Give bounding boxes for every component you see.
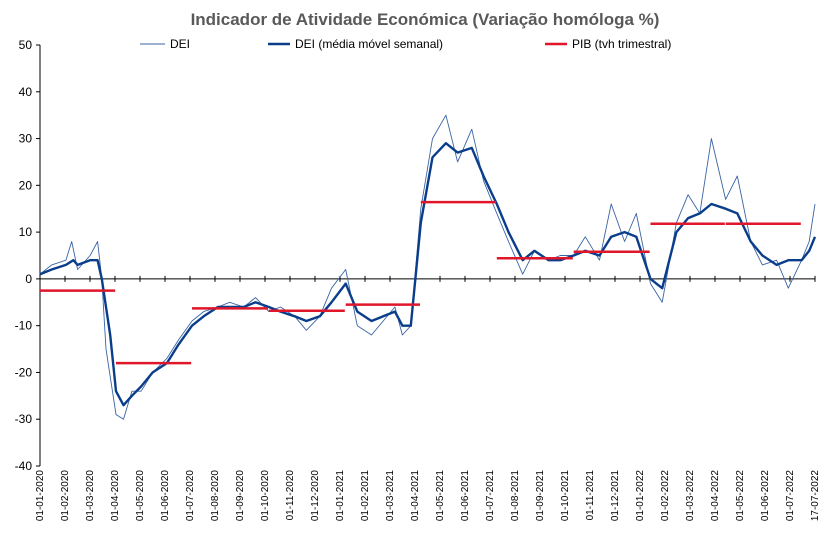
x-tick-label: 01-11-2020 (285, 470, 296, 521)
x-tick-label: 01-04-2021 (410, 470, 421, 522)
y-tick-label: 50 (19, 38, 33, 52)
x-axis: 01-01-2020 01-02-2020 01-03-2020 01-04-2020… (35, 275, 821, 522)
x-tick-label: 01-06-2020 (160, 470, 171, 522)
legend-label: DEI (média móvel semanal) (295, 37, 443, 51)
y-tick-label: 40 (19, 85, 33, 99)
x-tick-label: 01-05-2022 (735, 470, 746, 522)
y-tick-label: -40 (15, 459, 33, 473)
x-tick-label: 01-12-2021 (610, 470, 621, 522)
x-tick-label: 01-03-2021 (385, 470, 396, 522)
x-tick-label: 01-10-2020 (260, 470, 271, 522)
x-tick-label: 01-12-2020 (310, 470, 321, 522)
x-tick-label: 01-01-2021 (335, 470, 346, 522)
x-tick-label: 01-02-2020 (60, 470, 71, 522)
x-tick-label: 01-05-2020 (135, 470, 146, 522)
y-tick-label: 20 (19, 178, 33, 192)
y-tick-label: 30 (19, 132, 33, 146)
x-tick-label: 01-05-2021 (435, 470, 446, 522)
x-tick-label: 01-01-2022 (635, 470, 646, 522)
y-tick-label: -10 (15, 319, 33, 333)
x-tick-label: 01-09-2020 (235, 470, 246, 522)
x-tick-label: 01-11-2021 (585, 470, 596, 521)
x-tick-label: 01-07-2021 (485, 470, 496, 522)
x-tick-label: 01-06-2021 (460, 470, 471, 522)
y-tick-label: -30 (15, 412, 33, 426)
x-tick-label: 01-01-2020 (35, 470, 46, 522)
x-tick-label: 01-03-2022 (685, 470, 696, 522)
x-tick-label: 01-04-2020 (110, 470, 121, 522)
series-dei-moving-average (39, 141, 817, 407)
x-tick-label: 01-10-2021 (560, 470, 571, 522)
y-tick-label: 0 (25, 272, 32, 286)
x-tick-label: 01-07-2020 (185, 470, 196, 522)
x-tick-label: 01-03-2020 (85, 470, 96, 522)
x-tick-label: 01-02-2021 (360, 470, 371, 522)
x-tick-label: 01-07-2022 (785, 470, 796, 522)
x-tick-label: 01-04-2022 (710, 470, 721, 522)
x-tick-label: 17-07-2022 (810, 470, 821, 522)
plot-area (39, 114, 817, 420)
x-tick-label: 01-06-2022 (760, 470, 771, 522)
series-dei (39, 114, 816, 420)
x-tick-label: 01-09-2021 (535, 470, 546, 522)
series-pib (40, 200, 801, 365)
chart-title: Indicador de Atividade Económica (Variaç… (191, 10, 660, 29)
y-tick-label: 10 (19, 225, 33, 239)
x-tick-label: 01-02-2022 (660, 470, 671, 522)
x-tick-label: 01-08-2020 (210, 470, 221, 522)
x-tick-label: 01-08-2021 (510, 470, 521, 522)
legend: DEI DEI (média móvel semanal) PIB (tvh tri… (140, 37, 671, 51)
y-tick-label: -20 (15, 365, 33, 379)
y-axis: 50 40 30 20 10 0 -10 -20 -30 -40 (15, 38, 41, 473)
legend-label: PIB (tvh trimestral) (572, 37, 671, 51)
legend-label: DEI (170, 37, 190, 51)
